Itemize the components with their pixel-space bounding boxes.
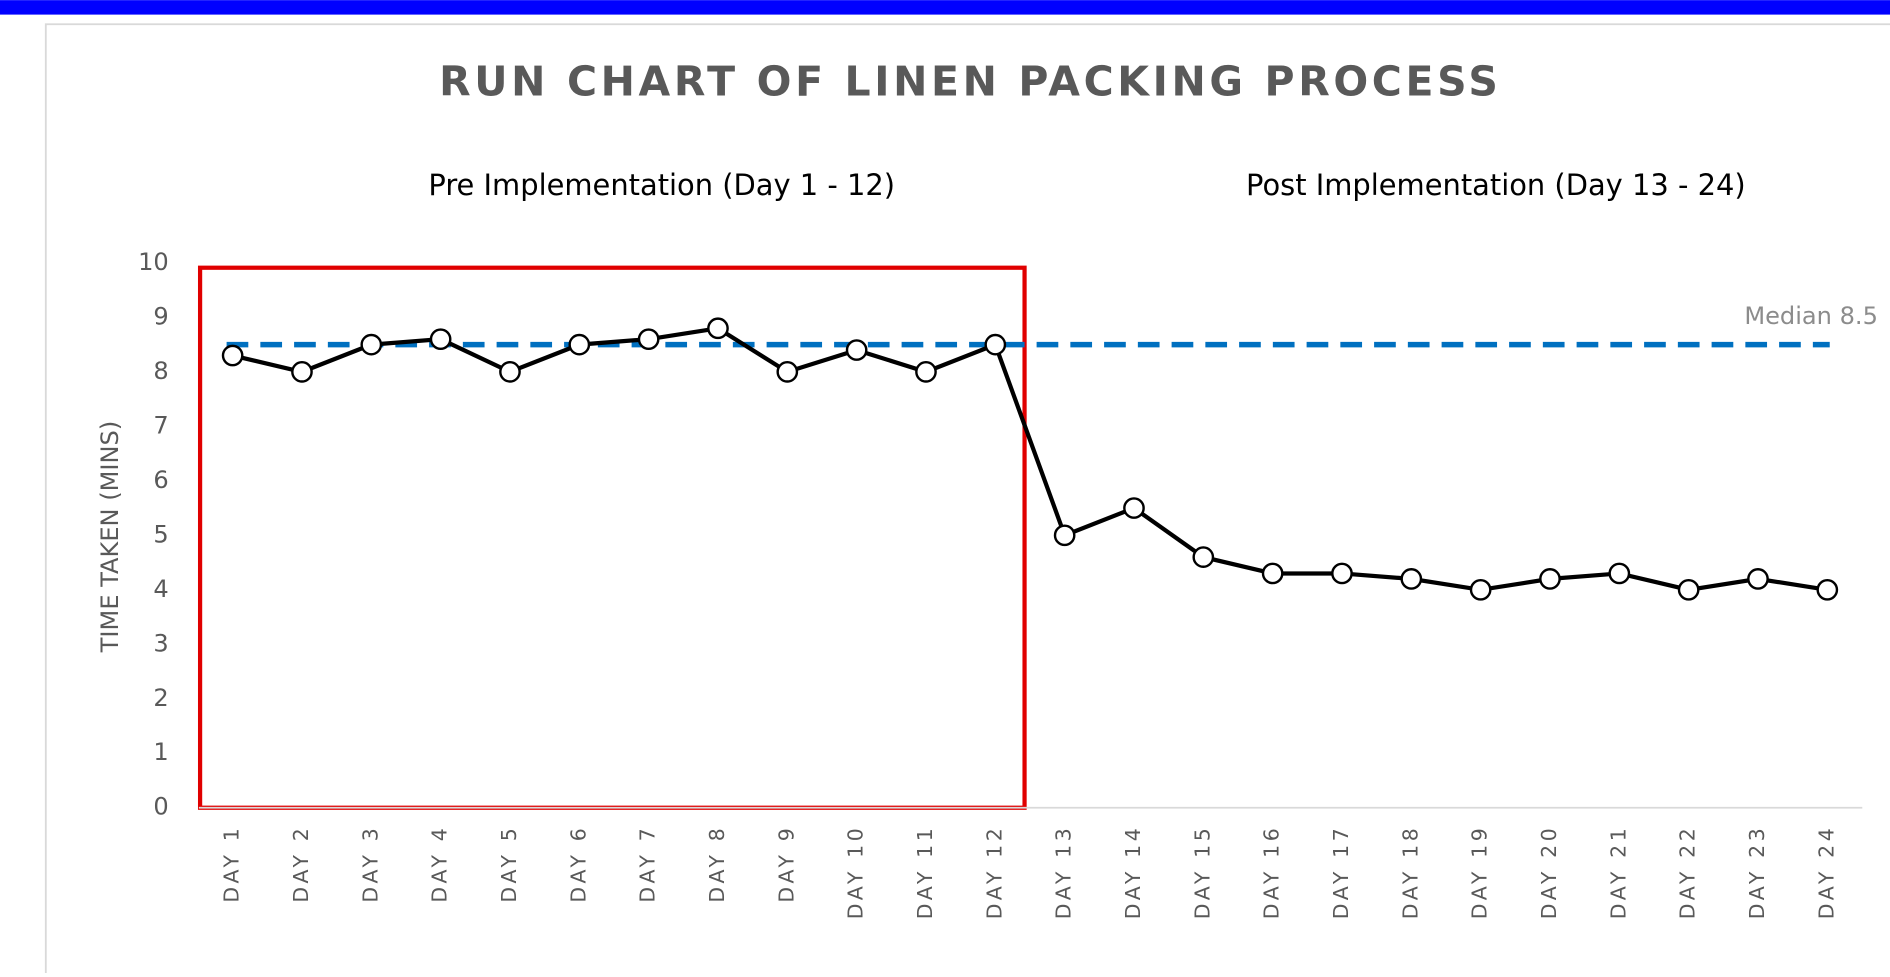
data-point	[499, 361, 521, 383]
x-tick-label: DAY 8	[705, 825, 729, 903]
x-tick-label: DAY 12	[982, 825, 1006, 920]
y-tick-label: 1	[153, 738, 168, 766]
data-point	[1192, 546, 1215, 568]
x-tick-label: DAY 16	[1260, 825, 1284, 920]
data-point	[221, 344, 244, 367]
x-tick-label: DAY 14	[1121, 825, 1145, 920]
data-line	[232, 326, 1828, 592]
x-tick-label: DAY 7	[636, 825, 660, 903]
chart-frame	[44, 23, 1890, 977]
x-tick-label: DAY 15	[1190, 825, 1214, 920]
y-tick-label: 0	[153, 793, 168, 821]
data-point	[1816, 578, 1839, 601]
y-tick-label: 3	[153, 629, 168, 657]
top-bar	[0, 0, 1890, 15]
data-point	[1053, 524, 1076, 547]
x-tick-label: DAY 2	[289, 825, 313, 903]
data-point	[1747, 568, 1769, 590]
data-point	[845, 339, 868, 361]
annotation: Pre Implementation (Day 1 - 12)	[428, 168, 895, 202]
data-point	[915, 361, 937, 383]
data-point	[776, 361, 799, 383]
x-tick-label: DAY 21	[1606, 825, 1630, 920]
x-tick-label: DAY 17	[1329, 825, 1353, 920]
x-tick-label: DAY 13	[1052, 825, 1076, 920]
x-tick-label: DAY 11	[913, 825, 937, 920]
x-tick-label: DAY 9	[774, 825, 798, 903]
data-point	[1677, 578, 1700, 601]
chart-title: RUN CHART OF LINEN PACKING PROCESS	[439, 58, 1501, 106]
x-tick-label: DAY 23	[1745, 825, 1769, 920]
y-tick-label: 8	[153, 357, 168, 385]
data-point	[360, 333, 383, 356]
data-point	[637, 328, 660, 351]
data-point	[1539, 568, 1561, 590]
data-point	[984, 333, 1007, 356]
x-tick-label: DAY 1	[220, 825, 244, 903]
data-point	[568, 333, 591, 356]
y-tick-label: 5	[153, 520, 168, 548]
data-point	[1400, 568, 1423, 590]
x-tick-label: DAY 19	[1468, 825, 1492, 920]
data-point	[291, 361, 313, 383]
annotation: Post Implementation (Day 13 - 24)	[1246, 168, 1746, 202]
y-tick-label: 7	[153, 411, 168, 439]
x-tick-label: DAY 24	[1814, 825, 1838, 920]
data-point	[1469, 578, 1492, 601]
x-tick-label: DAY 5	[497, 825, 521, 903]
data-point	[1261, 562, 1284, 585]
x-tick-label: DAY 3	[358, 825, 382, 903]
x-tick-label: DAY 22	[1676, 825, 1700, 920]
data-point	[1608, 562, 1631, 585]
x-tick-label: DAY 20	[1537, 825, 1561, 920]
y-axis-label: TIME TAKEN (MINS)	[96, 421, 124, 654]
data-point	[1123, 497, 1145, 519]
data-point	[429, 328, 452, 351]
y-tick-label: 10	[138, 248, 169, 276]
x-tick-label: DAY 4	[428, 825, 452, 903]
median-label: Median 8.5	[1744, 302, 1878, 330]
x-tick-label: DAY 10	[844, 825, 868, 920]
x-tick-label: DAY 18	[1398, 825, 1422, 920]
y-tick-label: 6	[153, 466, 168, 494]
y-tick-label: 2	[153, 684, 168, 712]
x-tick-label: DAY 6	[566, 825, 590, 903]
y-tick-label: 9	[153, 302, 168, 330]
y-tick-label: 4	[153, 575, 168, 603]
data-point	[707, 317, 729, 340]
data-point	[1331, 562, 1353, 585]
